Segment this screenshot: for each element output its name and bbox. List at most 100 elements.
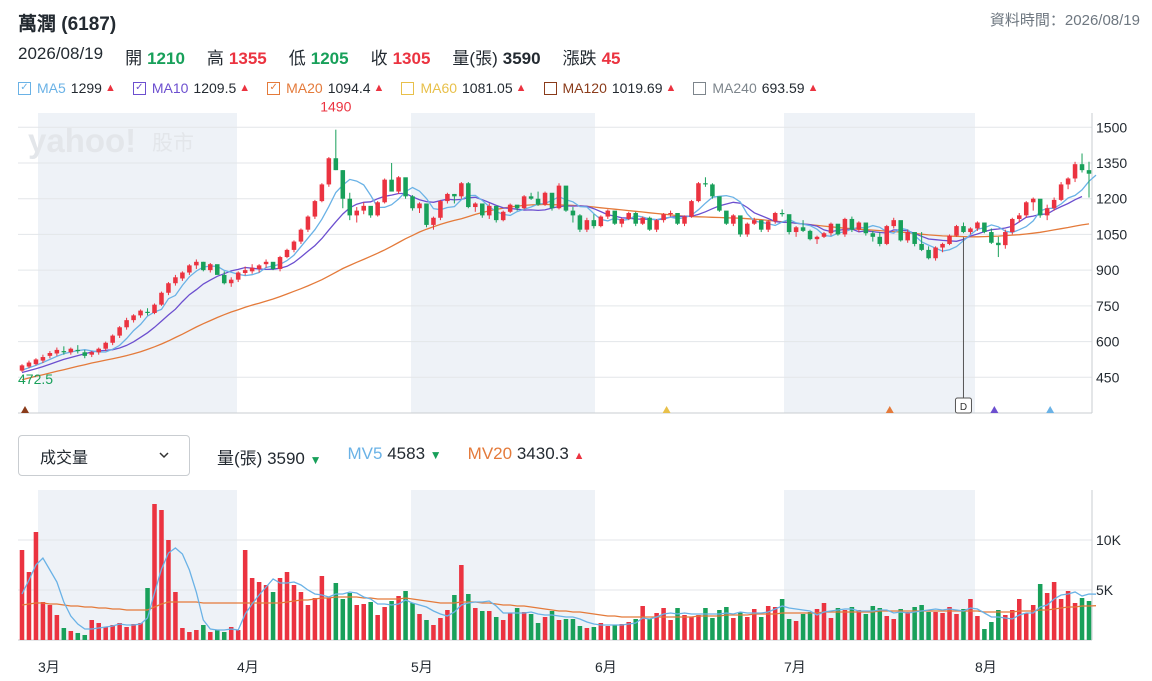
candle[interactable] <box>82 349 88 359</box>
candle[interactable] <box>1037 198 1043 218</box>
candle[interactable] <box>424 203 429 228</box>
checkbox-icon[interactable]: ✓ <box>267 81 281 95</box>
candle[interactable] <box>982 222 987 234</box>
candle[interactable] <box>452 193 457 204</box>
candle[interactable] <box>298 228 304 244</box>
candle[interactable] <box>814 235 820 244</box>
candle[interactable] <box>145 308 150 316</box>
candle[interactable] <box>333 129 339 171</box>
candle[interactable] <box>926 246 931 260</box>
candle[interactable] <box>779 209 785 217</box>
candle[interactable] <box>745 222 750 237</box>
candle[interactable] <box>898 220 903 242</box>
candle[interactable] <box>654 218 659 233</box>
candle[interactable] <box>717 196 722 212</box>
d-marker-box[interactable] <box>954 397 972 414</box>
candle[interactable] <box>661 213 666 223</box>
candle[interactable] <box>445 192 450 204</box>
candle[interactable] <box>61 346 67 355</box>
candle[interactable] <box>870 230 876 242</box>
candle[interactable] <box>877 232 883 247</box>
candle[interactable] <box>166 282 171 296</box>
candle[interactable] <box>493 205 499 223</box>
candle[interactable] <box>221 271 227 285</box>
candle[interactable] <box>466 182 471 209</box>
candle[interactable] <box>284 248 290 259</box>
candle[interactable] <box>605 209 611 219</box>
candle[interactable] <box>849 216 855 233</box>
candle[interactable] <box>215 264 220 275</box>
ma-toggle-ma120[interactable]: MA120 1019.69 ▲ <box>543 80 676 96</box>
event-triangle-icon[interactable] <box>21 406 29 413</box>
candle[interactable] <box>612 210 618 225</box>
candle[interactable] <box>403 177 408 199</box>
candle[interactable] <box>187 264 192 275</box>
candle[interactable] <box>675 213 680 225</box>
candle[interactable] <box>682 215 687 227</box>
candle[interactable] <box>291 240 297 253</box>
candle[interactable] <box>180 271 185 281</box>
candle[interactable] <box>521 195 527 210</box>
checkbox-icon[interactable] <box>543 81 557 95</box>
candle[interactable] <box>417 202 422 213</box>
candle[interactable] <box>975 221 980 231</box>
candle[interactable] <box>751 217 757 225</box>
candle[interactable] <box>173 274 178 286</box>
candle[interactable] <box>696 182 701 203</box>
candle[interactable] <box>556 183 562 210</box>
event-triangle-icon[interactable] <box>662 406 671 413</box>
candle[interactable] <box>326 157 332 187</box>
candle[interactable] <box>905 229 910 243</box>
candle[interactable] <box>138 309 143 318</box>
candle[interactable] <box>772 211 778 224</box>
candle[interactable] <box>319 183 325 203</box>
candle[interactable] <box>131 314 136 323</box>
candle[interactable] <box>375 201 380 217</box>
candle[interactable] <box>340 170 346 209</box>
candle[interactable] <box>710 183 715 199</box>
candle[interactable] <box>535 191 541 206</box>
candle[interactable] <box>75 345 81 354</box>
candle[interactable] <box>919 232 924 252</box>
candle[interactable] <box>361 202 366 215</box>
candle[interactable] <box>389 163 394 192</box>
candle[interactable] <box>347 192 353 221</box>
candle[interactable] <box>103 341 108 352</box>
candle[interactable] <box>968 227 973 235</box>
candle[interactable] <box>410 195 415 211</box>
candle[interactable] <box>500 210 506 222</box>
candle[interactable] <box>738 215 743 237</box>
candle[interactable] <box>570 207 576 223</box>
candle[interactable] <box>235 271 241 283</box>
candle[interactable] <box>194 259 199 269</box>
candle[interactable] <box>256 264 262 273</box>
candle[interactable] <box>835 223 841 236</box>
candle[interactable] <box>912 232 917 247</box>
candle[interactable] <box>947 234 952 246</box>
candle[interactable] <box>996 236 1001 258</box>
candle[interactable] <box>431 216 436 230</box>
checkbox-icon[interactable]: ✓ <box>18 81 31 95</box>
candle[interactable] <box>507 203 513 213</box>
candle[interactable] <box>1086 161 1092 198</box>
candle[interactable] <box>633 211 638 227</box>
candle[interactable] <box>159 291 164 306</box>
candle[interactable] <box>480 203 485 218</box>
candle[interactable] <box>800 220 806 233</box>
candle[interactable] <box>961 222 966 234</box>
candle[interactable] <box>940 242 945 253</box>
candle[interactable] <box>382 178 387 204</box>
candle[interactable] <box>228 277 234 287</box>
candle[interactable] <box>305 215 311 233</box>
candle[interactable] <box>807 229 813 241</box>
candle[interactable] <box>354 207 360 223</box>
candle[interactable] <box>842 217 848 237</box>
candle[interactable] <box>459 182 464 199</box>
candle[interactable] <box>828 222 834 236</box>
candle[interactable] <box>1051 197 1057 211</box>
ma-toggle-ma10[interactable]: ✓ MA10 1209.5 ▲ <box>132 80 250 96</box>
candle[interactable] <box>724 210 729 225</box>
candle[interactable] <box>242 266 248 276</box>
candle[interactable] <box>368 205 373 218</box>
